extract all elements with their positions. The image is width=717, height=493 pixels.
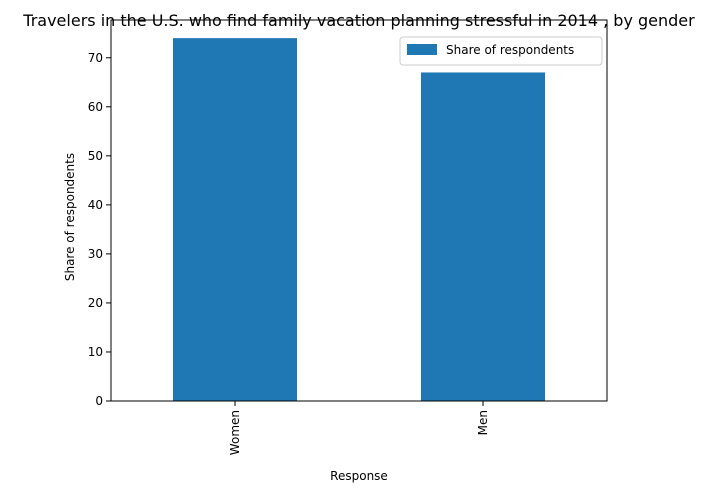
legend-swatch bbox=[407, 44, 437, 55]
x-axis-ticks: Women Men bbox=[228, 401, 490, 455]
y-tick-label: 20 bbox=[88, 296, 103, 310]
y-tick-label: 40 bbox=[88, 198, 103, 212]
y-axis-label: Share of respondents bbox=[63, 153, 77, 281]
y-tick-label: 10 bbox=[88, 345, 103, 359]
y-tick-label: 70 bbox=[88, 51, 103, 65]
legend-box bbox=[399, 36, 603, 66]
bar-women bbox=[173, 38, 297, 402]
bar-men bbox=[421, 72, 545, 402]
x-tick-label: Women bbox=[228, 410, 242, 455]
y-tick-label: 30 bbox=[88, 247, 103, 261]
y-tick-label: 0 bbox=[95, 394, 103, 408]
x-axis-label: Response bbox=[330, 469, 388, 483]
x-tick-label: Men bbox=[476, 410, 490, 435]
legend-label: Share of respondents bbox=[446, 43, 574, 57]
legend: Share of respondents bbox=[399, 36, 603, 66]
y-axis-ticks: 0 10 20 30 40 50 60 70 bbox=[88, 51, 111, 408]
y-tick-label: 50 bbox=[88, 149, 103, 163]
bars bbox=[173, 38, 545, 402]
plot-frame bbox=[110, 19, 608, 402]
y-tick-label: 60 bbox=[88, 100, 103, 114]
